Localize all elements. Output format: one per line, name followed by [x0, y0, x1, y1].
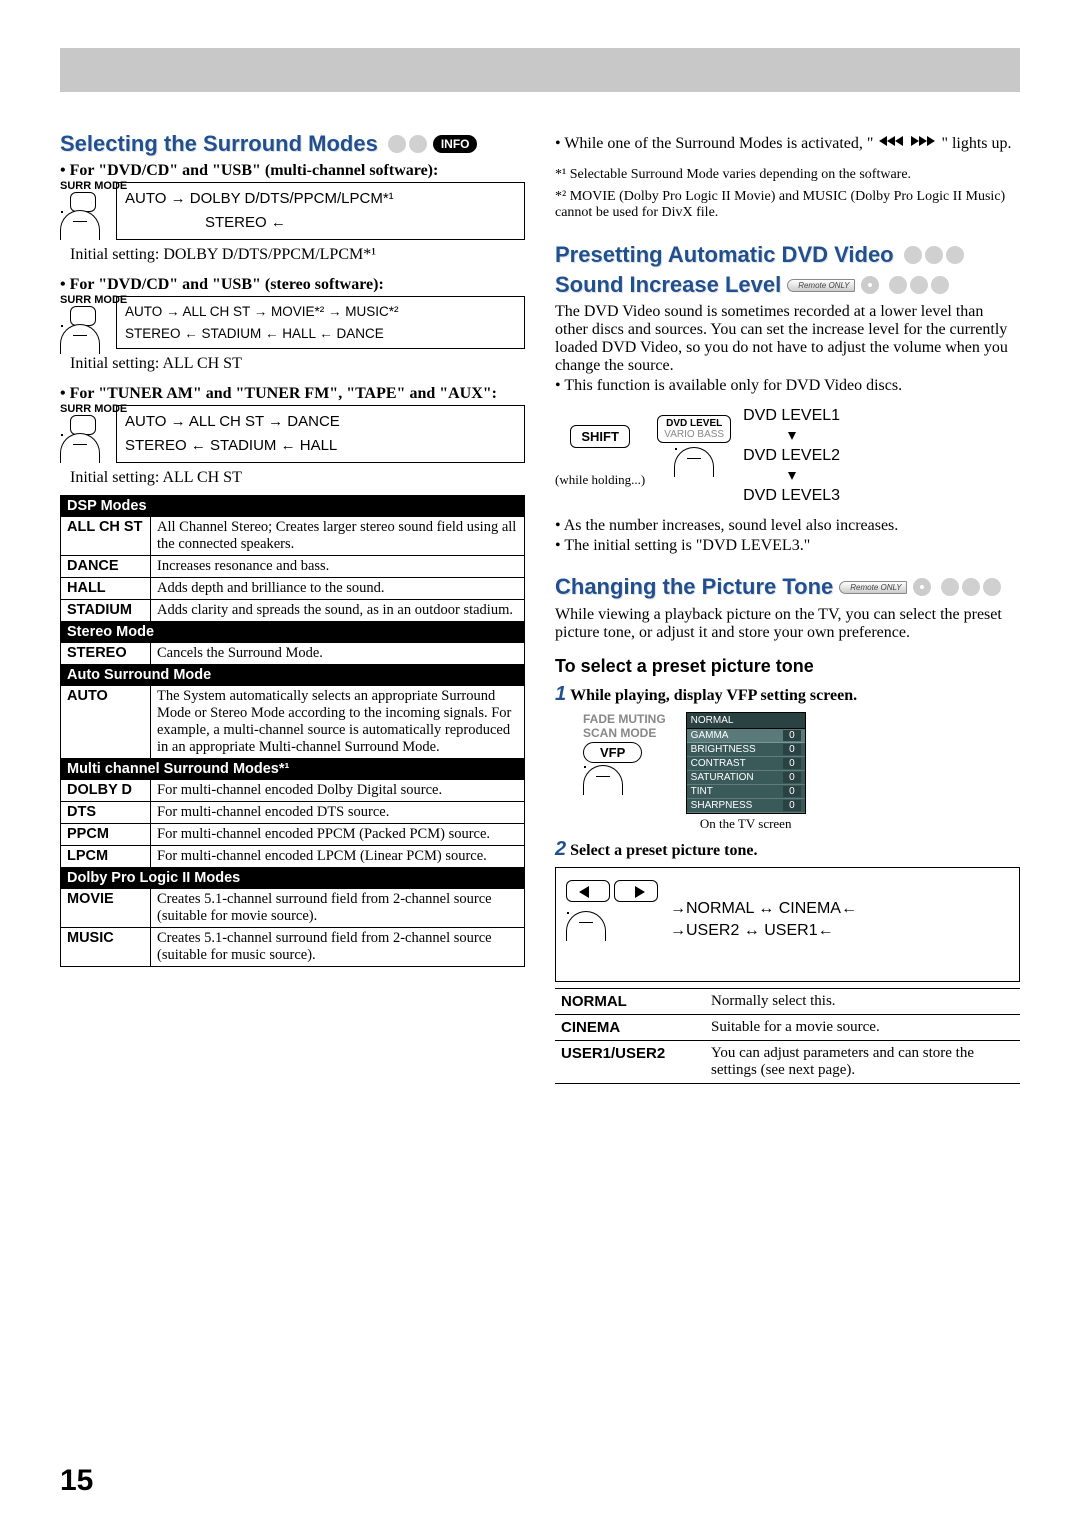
heading-selecting-surround: Selecting the Surround Modes INFO	[60, 132, 525, 156]
table-row: AUTOThe System automatically selects an …	[61, 686, 525, 759]
remote-icon	[583, 765, 623, 815]
table-row: STADIUMAdds clarity and spreads the soun…	[61, 600, 525, 622]
step-1: 1 While playing, display VFP setting scr…	[555, 683, 1020, 706]
hdr-dolby: Dolby Pro Logic II Modes	[61, 868, 525, 889]
presetting-desc2: This function is available only for DVD …	[555, 377, 1020, 395]
hdr-dsp: DSP Modes	[61, 496, 525, 517]
remote-icon	[674, 447, 714, 497]
subhead-dvd-multi: For "DVD/CD" and "USB" (multi-channel so…	[60, 162, 525, 180]
picture-desc: While viewing a playback picture on the …	[555, 606, 1020, 642]
vfp-diagram: FADE MUTING SCAN MODE VFP NORMAL GAMMA0 …	[583, 712, 1020, 832]
right-note-1: While one of the Surround Modes is activ…	[555, 134, 1020, 153]
hdr-auto: Auto Surround Mode	[61, 665, 525, 686]
flow3-initial: Initial setting: ALL CH ST	[70, 469, 525, 487]
left-button	[566, 880, 610, 902]
presetting-note1: As the number increases, sound level als…	[555, 517, 1020, 535]
subhead-dvd-stereo: For "DVD/CD" and "USB" (stereo software)…	[60, 276, 525, 294]
flow1-line2: STEREO ←	[125, 211, 516, 235]
while-holding: (while holding...)	[555, 472, 645, 488]
table-row: MOVIECreates 5.1-channel surround field …	[61, 889, 525, 928]
right-button	[614, 880, 658, 902]
table-row: DTSFor multi-channel encoded DTS source.	[61, 802, 525, 824]
remote-icon	[60, 415, 100, 465]
surround-modes-table: DSP Modes ALL CH STAll Channel Stereo; C…	[60, 495, 525, 967]
picture-subhead: To select a preset picture tone	[555, 656, 1020, 677]
flow2-line1: AUTO → ALL CH ST → MOVIE*² → MUSIC*²	[125, 304, 399, 319]
picture-tone-flow: →NORMAL ↔ CINEMA← →USER2 ↔ USER1←	[555, 867, 1020, 982]
table-row: STEREOCancels the Surround Mode.	[61, 643, 525, 665]
page-number: 15	[60, 1464, 93, 1498]
flow1-initial: Initial setting: DOLBY D/DTS/PPCM/LPCM*¹	[70, 246, 525, 264]
remote-only-badge: Remote ONLY	[787, 279, 854, 292]
right-note-2: *¹ Selectable Surround Mode varies depen…	[555, 167, 1020, 183]
on-tv-label: On the TV screen	[686, 816, 806, 832]
dvd-level-list: DVD LEVEL1 DVD LEVEL2 DVD LEVEL3	[743, 405, 840, 507]
presetting-desc: The DVD Video sound is sometimes recorde…	[555, 303, 1020, 375]
presetting-note2: The initial setting is "DVD LEVEL3."	[555, 537, 1020, 555]
dot-icon	[910, 276, 928, 294]
table-row: ALL CH STAll Channel Stereo; Creates lar…	[61, 517, 525, 556]
table-row: MUSICCreates 5.1-channel surround field …	[61, 928, 525, 967]
flow2-line2: STEREO ← STADIUM ← HALL ← DANCE	[125, 323, 516, 345]
dot-icon	[925, 246, 943, 264]
remote-icon	[60, 192, 100, 242]
hdr-multi: Multi channel Surround Modes*¹	[61, 759, 525, 780]
table-row: CINEMASuitable for a movie source.	[555, 1014, 1020, 1040]
vfp-button: VFP	[583, 742, 642, 763]
remote-icon	[566, 911, 606, 961]
vfp-screen: NORMAL GAMMA0 BRIGHTNESS0 CONTRAST0 SATU…	[686, 712, 806, 814]
picture-tone-table: NORMALNormally select this. CINEMASuitab…	[555, 988, 1020, 1084]
info-badge: INFO	[433, 135, 478, 153]
vario-button: DVD LEVEL VARIO BASS	[657, 415, 731, 443]
table-row: DOLBY DFor multi-channel encoded Dolby D…	[61, 780, 525, 802]
flow3-line2: STEREO ← STADIUM ← HALL	[125, 434, 516, 458]
dot-icon	[946, 246, 964, 264]
flow1-line1: AUTO → DOLBY D/DTS/PPCM/LPCM*¹	[125, 190, 394, 207]
dot-icon	[983, 578, 1001, 596]
dot-icon	[941, 578, 959, 596]
format-dots	[388, 135, 427, 153]
shift-button: SHIFT	[570, 425, 630, 448]
heading-presetting-l2: Sound Increase Level	[555, 273, 781, 297]
dot-icon	[962, 578, 980, 596]
flow2-initial: Initial setting: ALL CH ST	[70, 355, 525, 373]
disc-icon	[913, 578, 931, 596]
subhead-tuner: For "TUNER AM" and "TUNER FM", "TAPE" an…	[60, 385, 525, 403]
table-row: USER1/USER2You can adjust parameters and…	[555, 1040, 1020, 1083]
dvd-level-diagram: SHIFT (while holding...) DVD LEVEL VARIO…	[555, 405, 1020, 507]
heading-picture: Changing the Picture Tone	[555, 575, 833, 599]
dot-icon	[889, 276, 907, 294]
table-row: PPCMFor multi-channel encoded PPCM (Pack…	[61, 824, 525, 846]
heading-presetting-l1: Presetting Automatic DVD Video	[555, 243, 894, 267]
step-2: 2 Select a preset picture tone.	[555, 838, 1020, 861]
table-row: LPCMFor multi-channel encoded LPCM (Line…	[61, 846, 525, 868]
hdr-stereo: Stereo Mode	[61, 622, 525, 643]
right-note-3: *² MOVIE (Dolby Pro Logic II Movie) and …	[555, 189, 1020, 221]
right-column: While one of the Surround Modes is activ…	[555, 132, 1020, 1084]
dot-icon	[904, 246, 922, 264]
remote-icon	[60, 306, 100, 356]
disc-icon	[861, 276, 879, 294]
table-row: NORMALNormally select this.	[555, 988, 1020, 1014]
remote-only-badge: Remote ONLY	[839, 581, 906, 594]
heading-text: Selecting the Surround Modes	[60, 132, 378, 156]
dot-icon	[931, 276, 949, 294]
left-column: Selecting the Surround Modes INFO For "D…	[60, 132, 525, 1084]
surround-glyph-icon	[877, 134, 937, 148]
table-row: DANCEIncreases resonance and bass.	[61, 556, 525, 578]
dot-icon	[388, 135, 406, 153]
top-gray-bar	[60, 48, 1020, 92]
flow3-line1: AUTO → ALL CH ST → DANCE	[125, 413, 340, 430]
dot-icon	[409, 135, 427, 153]
table-row: HALLAdds depth and brilliance to the sou…	[61, 578, 525, 600]
